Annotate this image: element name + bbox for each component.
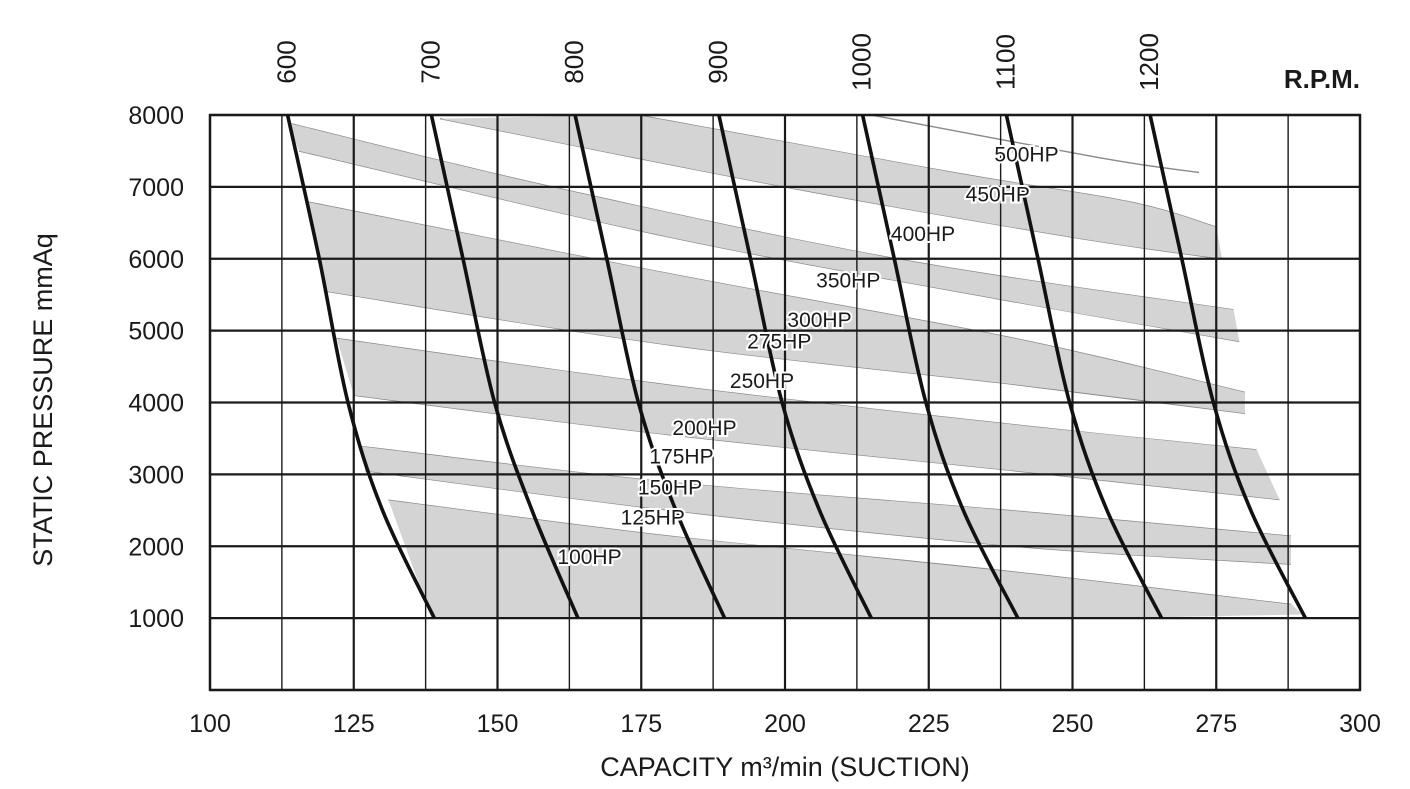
x-tick-label: 175 — [620, 710, 662, 738]
y-tick-label: 8000 — [128, 102, 184, 130]
y-tick-label: 2000 — [128, 533, 184, 561]
rpm-curve-label: 1100 — [990, 34, 1020, 90]
y-tick-label: 7000 — [128, 174, 184, 202]
x-tick-label: 125 — [333, 710, 375, 738]
rpm-curve — [1004, 114, 1164, 619]
hp-label: 175HP — [649, 446, 713, 469]
hp-label: 275HP — [747, 331, 811, 354]
hp-label: 450HP — [966, 183, 1030, 206]
x-tick-label: 275 — [1195, 710, 1237, 738]
y-tick-label: 6000 — [128, 246, 184, 274]
hp-band — [353, 395, 1291, 536]
rpm-curves-layer: 600 700 800 900 1000 1100 1200 — [272, 33, 1308, 619]
rpm-curve-label: 900 — [703, 40, 733, 83]
hp-band — [287, 122, 1240, 342]
hp-band — [307, 201, 1245, 414]
x-tick-label: 200 — [764, 710, 806, 738]
rpm-curve — [717, 114, 873, 619]
grid-layer — [208, 113, 1362, 692]
x-axis-title: CAPACITY m³/min (SUCTION) — [600, 752, 970, 782]
x-tick-label: 250 — [1052, 710, 1094, 738]
rpm-curve — [573, 114, 727, 619]
hp-label: 150HP — [638, 477, 702, 500]
hp-label: 100HP — [557, 546, 621, 569]
hp-label: 500HP — [994, 144, 1058, 167]
hp-label: 250HP — [730, 370, 794, 393]
x-tick-label: 300 — [1339, 710, 1381, 738]
hp-band — [336, 337, 1280, 500]
hp-band-line — [871, 114, 1200, 174]
y-axis-title: STATIC PRESSURE mmAq — [28, 233, 58, 567]
y-tick-label: 4000 — [128, 390, 184, 418]
x-tick-label: 225 — [908, 710, 950, 738]
rpm-curve — [285, 114, 436, 619]
hp-label: 350HP — [816, 270, 880, 293]
y-tick-label: 5000 — [128, 318, 184, 346]
hp-label: 300HP — [787, 309, 851, 332]
rpm-unit-label: R.P.M. — [1284, 64, 1360, 94]
rpm-curve-label: 800 — [559, 40, 589, 83]
plot-frame — [208, 113, 1362, 692]
rpm-curve — [860, 114, 1020, 619]
hp-band — [287, 118, 1234, 310]
hp-band — [365, 470, 1291, 604]
hp-label: 125HP — [621, 507, 685, 530]
rpm-curve — [429, 114, 580, 619]
y-tick-label: 3000 — [128, 461, 184, 489]
hp-label: 400HP — [891, 223, 955, 246]
x-tick-label: 100 — [189, 710, 231, 738]
rpm-curve-label: 1000 — [847, 33, 877, 91]
x-tick-label: 150 — [477, 710, 519, 738]
rpm-curve — [1148, 114, 1308, 619]
ticks-layer: 100 125 150 175 200 225 250 275 300 1000 2000 3000 4… — [128, 102, 1380, 738]
hp-bands-layer — [287, 114, 1303, 619]
hp-label: 200HP — [672, 417, 736, 440]
rpm-curve-label: 600 — [272, 40, 302, 83]
rpm-curve-label: 1200 — [1134, 33, 1164, 91]
y-tick-label: 1000 — [128, 605, 184, 633]
rpm-curve-label: 700 — [415, 40, 445, 83]
